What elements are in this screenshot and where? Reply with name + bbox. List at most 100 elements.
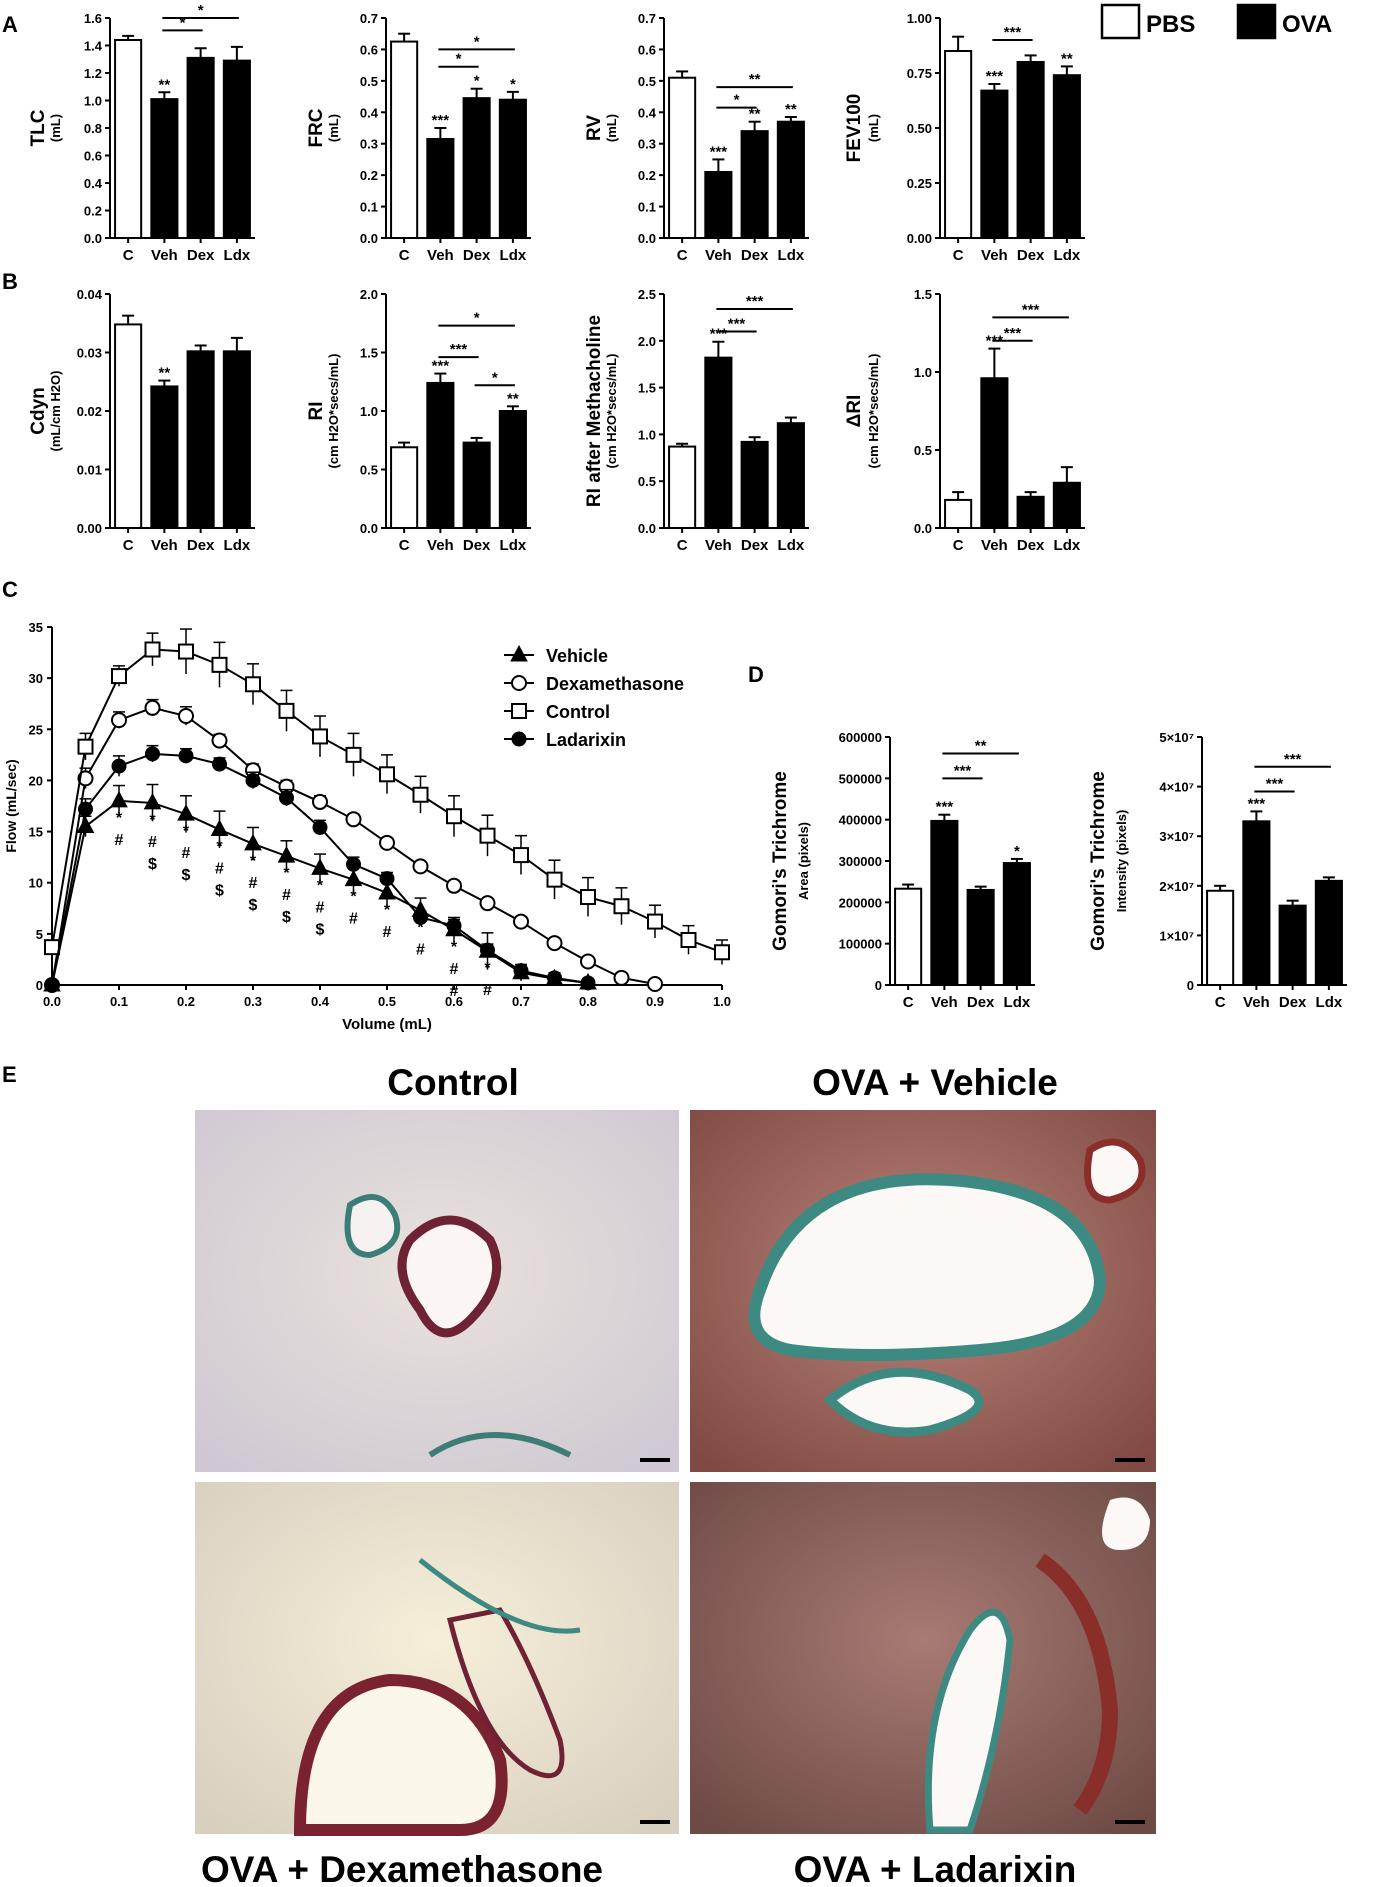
x-tick-label: Dex — [463, 247, 491, 264]
significance-marker: * — [492, 369, 498, 386]
y-tick-label: 0.4 — [84, 176, 103, 191]
significance-marker: * — [451, 939, 458, 956]
data-point — [44, 939, 60, 956]
data-point — [178, 748, 194, 764]
bar — [114, 39, 143, 239]
x-tick-label: C — [953, 537, 964, 554]
y-tick-label: 4×10⁷ — [1159, 780, 1194, 795]
data-point — [311, 858, 329, 875]
significance-marker: *** — [986, 68, 1004, 85]
y-tick-label: 0.5 — [360, 74, 378, 89]
x-tick-label: 0.3 — [244, 994, 262, 1009]
y-tick-label: 1.5 — [360, 346, 378, 361]
data-point — [580, 975, 596, 991]
data-point — [211, 656, 228, 673]
data-point — [546, 871, 563, 888]
significance-marker: * — [474, 310, 480, 327]
significance-marker: * — [149, 812, 156, 829]
data-point — [178, 643, 194, 660]
y-tick-label: 0.0 — [638, 231, 656, 246]
y-tick-label: 0.7 — [638, 11, 656, 26]
y-tick-label: 0 — [36, 978, 43, 993]
legend-label: Vehicle — [546, 646, 608, 666]
data-point — [613, 898, 630, 915]
y-tick-label: 0.02 — [77, 404, 102, 419]
data-point — [44, 977, 60, 993]
data-point — [77, 770, 94, 787]
x-tick-label: Ldx — [500, 247, 527, 264]
y-axis-title: Flow (mL/sec) — [3, 759, 19, 852]
significance-marker: * — [116, 810, 123, 827]
data-point — [77, 738, 94, 755]
significance-marker: * — [250, 853, 257, 870]
bar — [944, 498, 973, 530]
x-axis-title: Volume (mL) — [342, 1016, 432, 1033]
y-tick-label: 600000 — [839, 730, 882, 745]
y-tick-label: 5×10⁷ — [1159, 730, 1194, 745]
x-tick-label: Dex — [1279, 994, 1307, 1011]
y-axis-title: RI after Methacholine — [584, 315, 605, 507]
x-tick-label: 0.2 — [177, 994, 195, 1009]
series-ladarixin — [44, 744, 596, 993]
legend-swatch-ova — [1236, 3, 1277, 40]
y-tick-label: 400000 — [839, 813, 882, 828]
significance-marker: * — [510, 76, 516, 93]
y-axis-unit: (mL) — [326, 114, 341, 142]
data-point — [580, 889, 596, 906]
data-point — [111, 668, 127, 685]
x-tick-label: Veh — [1243, 994, 1270, 1011]
gomori-area-bar-chart: 0 100000 200000 300000 400000 500000 600000 Gom… — [770, 730, 1035, 1011]
data-point — [145, 746, 160, 762]
x-tick-label: 0.8 — [579, 994, 597, 1009]
y-tick-label: 2.0 — [638, 334, 656, 349]
bar — [462, 441, 491, 529]
data-point — [78, 801, 93, 817]
legend-item-dexamethasone: Dexamethasone — [504, 674, 684, 694]
y-tick-label: 0.01 — [77, 463, 102, 478]
bar — [186, 56, 215, 239]
data-point — [379, 834, 395, 851]
data-point — [379, 871, 395, 887]
data-point — [345, 746, 362, 763]
histology-title-ova-ladarixin: OVA + Ladarixin — [794, 1849, 1077, 1887]
legend-item-vehicle: Vehicle — [504, 644, 608, 666]
data-point — [413, 909, 428, 925]
y-axis-title: ΔRI — [844, 395, 865, 428]
bar — [740, 440, 769, 529]
x-tick-label: Dex — [1017, 247, 1045, 264]
x-tick-label: Dex — [187, 537, 215, 554]
x-tick-label: C — [123, 537, 134, 554]
significance-marker: *** — [1022, 301, 1040, 318]
x-tick-label: C — [399, 537, 410, 554]
data-point — [412, 786, 429, 803]
bar — [426, 138, 455, 239]
significance-marker: ** — [975, 738, 987, 755]
x-tick-label: 1.0 — [713, 994, 731, 1009]
data-point — [546, 935, 563, 952]
bar — [390, 446, 419, 529]
data-point — [714, 944, 730, 961]
y-tick-label: 0.0 — [360, 521, 378, 536]
panel-letter-b: B — [2, 269, 18, 294]
x-tick-label: Veh — [931, 994, 958, 1011]
y-tick-label: 0.03 — [77, 346, 102, 361]
bar — [1206, 889, 1235, 987]
x-tick-label: C — [903, 994, 914, 1011]
data-point — [511, 731, 527, 747]
significance-marker: $ — [182, 867, 191, 884]
y-tick-label: 0.0 — [84, 231, 102, 246]
data-point — [547, 970, 562, 986]
y-tick-label: 500000 — [839, 771, 882, 786]
legend-swatch-pbs — [1100, 3, 1141, 40]
bar — [1052, 481, 1081, 530]
bar — [930, 819, 959, 987]
y-tick-label: 0.0 — [638, 521, 656, 536]
y-tick-label: 1.2 — [84, 66, 102, 81]
significance-marker: *** — [432, 112, 450, 129]
y-tick-label: 0.6 — [638, 42, 656, 57]
data-point — [312, 728, 328, 745]
x-tick-label: Veh — [981, 537, 1008, 554]
x-tick-label: Veh — [981, 247, 1008, 264]
x-tick-label: Dex — [741, 537, 769, 554]
y-tick-label: 15 — [29, 825, 43, 840]
